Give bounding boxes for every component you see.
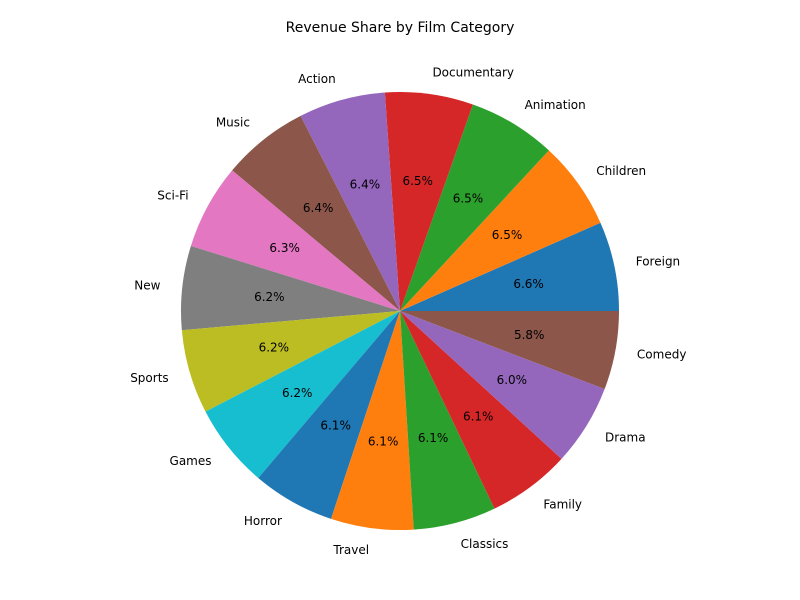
slice-label-comedy: Comedy [637, 348, 687, 362]
pie-slice-family [400, 311, 562, 509]
pie-slice-drama [400, 311, 605, 459]
percent-label-drama: 6.0% [497, 373, 528, 387]
pie-slice-music [232, 115, 400, 311]
slice-label-children: Children [596, 164, 646, 178]
slice-label-animation: Animation [525, 98, 586, 112]
percent-label-games: 6.2% [282, 386, 313, 400]
pie-slice-games [205, 311, 400, 478]
chart-title: Revenue Share by Film Category [286, 20, 515, 36]
percent-label-children: 6.5% [492, 228, 523, 242]
slice-label-new: New [134, 278, 160, 292]
percent-label-animation: 6.5% [453, 192, 484, 206]
pie-slice-documentary [384, 92, 473, 311]
pie-slice-action [300, 92, 400, 311]
percent-label-horror: 6.1% [320, 419, 351, 433]
percent-label-foreign: 6.6% [513, 277, 544, 291]
slice-label-music: Music [216, 116, 250, 130]
pie-slice-new [181, 245, 400, 331]
percent-label-new: 6.2% [254, 290, 285, 304]
pie-slice-foreign [400, 222, 619, 311]
slice-label-family: Family [543, 498, 582, 512]
slice-label-games: Games [170, 454, 212, 468]
pie-slice-sci-fi [190, 170, 400, 311]
slice-label-sports: Sports [130, 371, 168, 385]
slice-label-action: Action [298, 72, 336, 86]
percent-label-family: 6.1% [463, 410, 494, 424]
percent-label-documentary: 6.5% [402, 174, 433, 188]
percent-label-music: 6.4% [303, 201, 334, 215]
percent-label-action: 6.4% [350, 177, 381, 191]
pie-slice-animation [400, 104, 549, 311]
pie-slice-horror [258, 311, 400, 519]
slice-label-classics: Classics [461, 537, 509, 551]
percent-label-comedy: 5.8% [514, 328, 545, 342]
slice-label-drama: Drama [605, 431, 646, 445]
slice-label-travel: Travel [332, 543, 369, 557]
pie-slice-travel [331, 311, 414, 530]
percent-label-sports: 6.2% [259, 341, 290, 355]
slice-labels: Foreign Children Animation Documentary Actio… [130, 65, 686, 557]
percent-label-sci-fi: 6.3% [269, 241, 300, 255]
slice-label-foreign: Foreign [636, 254, 680, 268]
pie-slice-children [400, 150, 601, 311]
slice-label-horror: Horror [244, 514, 282, 528]
slice-label-sci-fi: Sci-Fi [157, 189, 188, 203]
percent-labels: 6.6% 6.5% 6.5% 6.5% 6.4% 6.4% 6.3% 6.2% 6.2% 6.2%… [254, 174, 544, 449]
pie-slice-classics [400, 311, 495, 530]
slice-label-documentary: Documentary [432, 65, 514, 79]
pie-slices [181, 92, 619, 530]
pie-slice-comedy [400, 311, 619, 390]
pie-slice-sports [181, 311, 400, 412]
percent-label-classics: 6.1% [418, 431, 449, 445]
percent-label-travel: 6.1% [368, 434, 399, 448]
